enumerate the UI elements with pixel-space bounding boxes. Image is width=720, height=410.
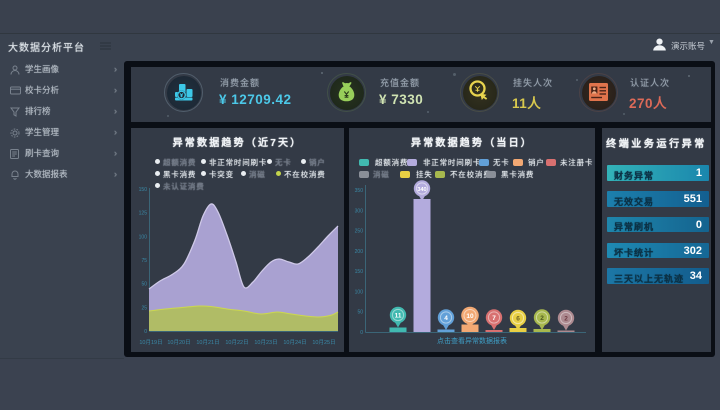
svg-text:75: 75	[141, 258, 147, 264]
svg-text:340: 340	[417, 187, 426, 193]
svg-text:150: 150	[139, 187, 148, 193]
svg-text:4: 4	[444, 315, 448, 322]
svg-text:0: 0	[144, 329, 147, 335]
svg-text:100: 100	[139, 234, 148, 240]
svg-text:10月21日: 10月21日	[196, 339, 219, 346]
svg-text:2: 2	[540, 315, 544, 322]
svg-text:6: 6	[516, 316, 520, 323]
svg-text:10月20日: 10月20日	[167, 339, 190, 346]
svg-text:10月24日: 10月24日	[283, 339, 306, 346]
svg-text:0: 0	[360, 330, 363, 336]
svg-text:10月22日: 10月22日	[225, 339, 248, 346]
svg-text:50: 50	[141, 282, 147, 288]
svg-text:125: 125	[139, 211, 148, 217]
svg-text:200: 200	[355, 249, 364, 255]
svg-text:100: 100	[355, 289, 364, 295]
svg-text:10月19日: 10月19日	[139, 339, 162, 346]
svg-text:250: 250	[355, 229, 364, 235]
svg-text:7: 7	[492, 315, 496, 322]
svg-text:150: 150	[355, 269, 364, 275]
svg-text:2: 2	[564, 316, 568, 323]
svg-text:25: 25	[141, 305, 147, 311]
svg-text:300: 300	[355, 208, 364, 214]
svg-text:10: 10	[466, 313, 474, 320]
svg-text:10月25日: 10月25日	[312, 339, 335, 346]
svg-text:50: 50	[357, 310, 363, 316]
svg-text:350: 350	[355, 188, 364, 194]
svg-text:11: 11	[395, 313, 402, 320]
svg-text:10月23日: 10月23日	[254, 339, 277, 346]
